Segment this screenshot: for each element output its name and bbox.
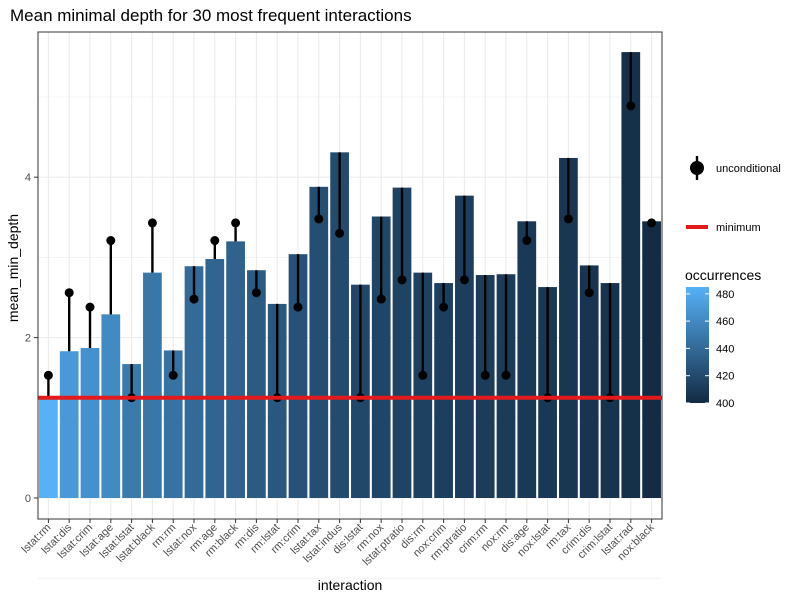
point-nox-crim (439, 302, 449, 312)
legend-unconditional-label: unconditional (716, 163, 781, 175)
point-rm-tax (563, 214, 573, 224)
bar-crim-rm (475, 275, 495, 498)
point-lstat-ptratio (397, 275, 407, 285)
chart-title: Mean minimal depth for 30 most frequent … (10, 6, 412, 25)
point-rm-rm (168, 370, 178, 380)
y-tick-label: 4 (25, 172, 31, 184)
bar-rm-dis (247, 270, 266, 498)
point-rm-dis (251, 288, 261, 298)
bar-lstat-rm (39, 397, 58, 498)
colorbar-tick-label: 420 (716, 371, 734, 383)
bar-rm-crim (288, 254, 308, 498)
bar-lstat-rad (621, 52, 641, 498)
x-axis: lstat:rmlstat:dislstat:crimlstat:agelsta… (20, 519, 657, 568)
bar-rm-tax (559, 157, 578, 498)
point-rm-crim (293, 302, 303, 312)
unconditional-whiskers (43, 52, 657, 403)
point-lstat-dis (64, 288, 74, 298)
legend-occurrences-title: occurrences (685, 267, 761, 283)
point-lstat-black (147, 218, 157, 228)
point-lstat-rm (43, 370, 53, 380)
plot-panel (38, 32, 662, 519)
y-axis-title: mean_min_depth (5, 214, 21, 322)
point-lstat-tax (314, 214, 324, 224)
point-dis-rm (418, 370, 428, 380)
panel-border (37, 31, 663, 520)
bar-crim-dis (579, 265, 599, 498)
colorbar-tick-label: 440 (716, 343, 734, 355)
y-tick-label: 2 (25, 333, 31, 345)
colorbar-tick-label: 480 (716, 289, 734, 301)
legend-unconditional-point (690, 161, 704, 175)
point-lstat-crim (85, 302, 95, 312)
bar-nox-rm (496, 274, 516, 498)
bar-rm-ptratio (455, 195, 474, 498)
colorbar-tick-label: 400 (716, 398, 734, 410)
bar-lstat-dis (59, 351, 79, 498)
point-nox-rm (501, 370, 511, 380)
bar-nox-black (642, 221, 661, 498)
bar-rm-black (226, 241, 245, 499)
point-rm-nox (376, 294, 386, 304)
point-lstat-nox (189, 294, 199, 304)
bar-lstat-nox (184, 266, 204, 498)
point-nox-black (647, 218, 657, 228)
bar-lstat-crim (80, 348, 100, 498)
point-lstat-age (106, 236, 116, 246)
legend-colorbar (686, 287, 709, 403)
point-crim-dis (584, 288, 594, 298)
x-axis-title: interaction (318, 577, 383, 593)
bar-lstat-indus (330, 152, 349, 498)
bar-lstat-black (143, 272, 162, 498)
point-rm-black (231, 218, 241, 228)
bar-rm-nox (371, 216, 391, 499)
y-axis: 0 2 4 (25, 172, 38, 505)
bars (39, 52, 661, 499)
point-crim-rm (480, 370, 490, 380)
point-rm-age (210, 236, 220, 246)
bar-lstat-ptratio (392, 187, 412, 498)
legend: unconditional minimum occurrences 400 420… (685, 156, 781, 410)
bar-dis-rm (413, 272, 433, 498)
bar-lstat-tax (309, 186, 329, 498)
bar-rm-rm (163, 350, 183, 498)
y-tick-label: 0 (25, 493, 31, 505)
bar-rm-age (205, 259, 225, 498)
legend-minimum-label: minimum (716, 222, 761, 234)
point-lstat-rad (626, 101, 636, 111)
point-rm-ptratio (459, 275, 469, 285)
bar-lstat-age (101, 314, 121, 498)
point-lstat-indus (335, 228, 345, 238)
bar-dis-age (517, 221, 537, 498)
colorbar-tick-label: 460 (716, 316, 734, 328)
point-dis-age (522, 236, 532, 246)
bar-nox-crim (434, 283, 453, 498)
